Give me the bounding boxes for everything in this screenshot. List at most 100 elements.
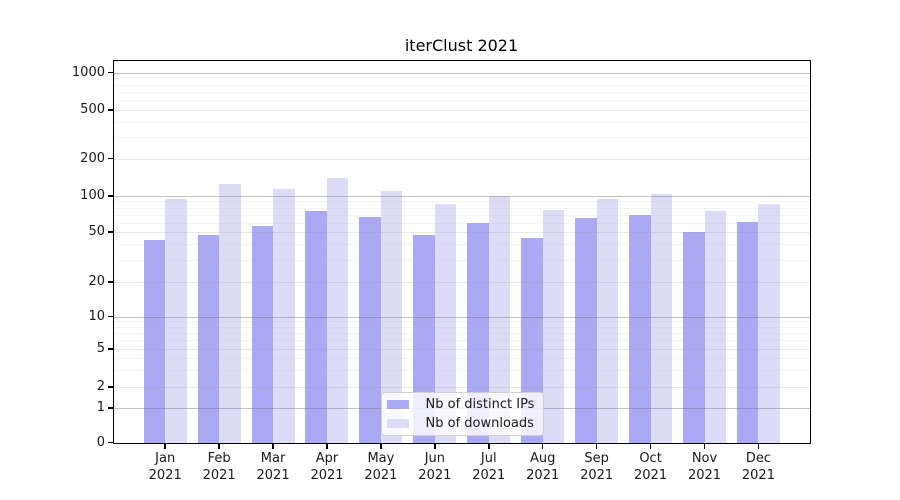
y-tick-mark-20 <box>107 281 113 283</box>
y-tick-mark-2 <box>107 386 113 388</box>
y-tick-label-2: 2 <box>96 379 105 394</box>
x-tick-mark-apr <box>326 444 328 450</box>
minor-gridline-6 <box>114 340 810 342</box>
legend-item-downloads: Nb of downloads <box>382 416 544 431</box>
bar-ips-oct <box>629 214 651 444</box>
x-tick-mark-feb <box>218 444 220 450</box>
y-tick-label-50: 50 <box>88 224 105 239</box>
gridline-500 <box>114 110 810 111</box>
minor-gridline-90 <box>114 201 810 203</box>
y-tick-label-100: 100 <box>80 188 105 203</box>
bar-ips-dec <box>736 221 759 444</box>
bar-ips-jan <box>143 240 166 444</box>
minor-gridline-400 <box>114 121 810 123</box>
y-tick-mark-500 <box>107 109 113 111</box>
minor-gridline-70 <box>114 214 810 216</box>
bar-downloads-apr <box>326 177 349 444</box>
chart-title: iterClust 2021 <box>404 36 519 55</box>
bar-downloads-dec <box>758 204 780 444</box>
bar-ips-aug <box>521 237 543 444</box>
x-tick-mark-aug <box>541 444 544 450</box>
legend: Nb of distinct IPs Nb of downloads <box>380 392 544 436</box>
x-tick-mark-oct <box>649 444 652 450</box>
minor-gridline-800 <box>114 84 810 86</box>
x-tick-label-mar: Mar 2021 <box>256 451 290 483</box>
bar-ips-nov <box>683 232 705 444</box>
x-tick-mark-mar <box>272 444 274 450</box>
legend-swatch-distinct-ips <box>386 399 409 409</box>
x-tick-label-jul: Jul 2021 <box>472 451 506 483</box>
bar-downloads-nov <box>704 210 726 444</box>
bar-ips-mar <box>251 226 274 444</box>
x-tick-mark-dec <box>757 444 760 450</box>
gridline-20 <box>114 282 810 283</box>
y-tick-mark-1000 <box>107 71 113 74</box>
x-tick-mark-jun <box>434 444 436 450</box>
y-tick-mark-1 <box>107 407 113 409</box>
x-tick-mark-sep <box>595 444 598 450</box>
y-tick-mark-10 <box>107 315 113 318</box>
legend-swatch-downloads <box>386 418 409 428</box>
bar-ips-may <box>359 216 381 444</box>
x-tick-label-feb: Feb 2021 <box>202 451 236 483</box>
gridline-200 <box>114 158 810 160</box>
minor-gridline-700 <box>114 91 810 93</box>
bar-ips-feb <box>197 235 220 444</box>
legend-label-distinct-ips: Nb of distinct IPs <box>425 396 535 412</box>
x-tick-mark-may <box>380 444 382 450</box>
bar-downloads-may <box>380 190 403 444</box>
x-tick-label-may: May 2021 <box>364 451 398 483</box>
y-tick-label-10: 10 <box>88 308 105 324</box>
gridline-2 <box>114 387 810 388</box>
x-tick-label-sep: Sep 2021 <box>580 451 614 483</box>
minor-gridline-4 <box>114 358 810 360</box>
y-tick-label-20: 20 <box>88 274 105 289</box>
y-tick-label-500: 500 <box>80 102 105 117</box>
x-tick-label-dec: Dec 2021 <box>741 451 775 483</box>
minor-gridline-30 <box>114 259 810 261</box>
y-tick-mark-200 <box>107 157 113 160</box>
y-tick-label-0: 0 <box>96 434 105 450</box>
bar-ips-jun <box>413 235 435 444</box>
bar-downloads-feb <box>219 184 241 444</box>
y-tick-label-1000: 1000 <box>71 64 105 80</box>
y-tick-mark-0 <box>107 441 113 444</box>
bar-ips-apr <box>305 210 327 444</box>
y-tick-label-1: 1 <box>96 400 105 415</box>
x-tick-label-aug: Aug 2021 <box>526 451 560 483</box>
bar-downloads-sep <box>596 199 619 444</box>
x-tick-mark-jan <box>164 444 166 450</box>
bar-downloads-mar <box>273 189 295 444</box>
y-tick-label-5: 5 <box>96 341 105 356</box>
y-tick-mark-50 <box>107 231 113 233</box>
y-tick-mark-5 <box>107 348 113 350</box>
minor-gridline-60 <box>114 222 810 224</box>
minor-gridline-8 <box>114 326 810 328</box>
bar-downloads-jan <box>165 198 187 444</box>
gridline-10 <box>114 316 810 318</box>
bar-downloads-jun <box>434 203 457 444</box>
minor-gridline-9 <box>114 321 810 323</box>
minor-gridline-80 <box>114 207 810 209</box>
bar-downloads-oct <box>650 193 673 444</box>
minor-gridline-300 <box>114 137 810 139</box>
bar-ips-jul <box>467 222 489 444</box>
gridline-5 <box>114 349 810 350</box>
x-tick-mark-jul <box>488 444 490 450</box>
minor-gridline-7 <box>114 333 810 335</box>
gridline-1000 <box>114 72 810 74</box>
x-tick-label-nov: Nov 2021 <box>687 451 722 483</box>
minor-gridline-600 <box>114 100 810 102</box>
minor-gridline-900 <box>114 78 810 80</box>
minor-gridline-40 <box>114 244 810 246</box>
legend-label-downloads: Nb of downloads <box>425 415 534 431</box>
x-tick-label-oct: Oct 2021 <box>634 451 668 483</box>
gridline-50 <box>114 232 810 233</box>
minor-gridline-3 <box>114 370 810 372</box>
bar-downloads-jul <box>488 196 511 444</box>
x-tick-label-apr: Apr 2021 <box>310 451 344 483</box>
x-tick-label-jun: Jun 2021 <box>418 451 452 483</box>
legend-item-distinct-ips: Nb of distinct IPs <box>382 397 544 412</box>
y-tick-label-200: 200 <box>80 150 105 166</box>
